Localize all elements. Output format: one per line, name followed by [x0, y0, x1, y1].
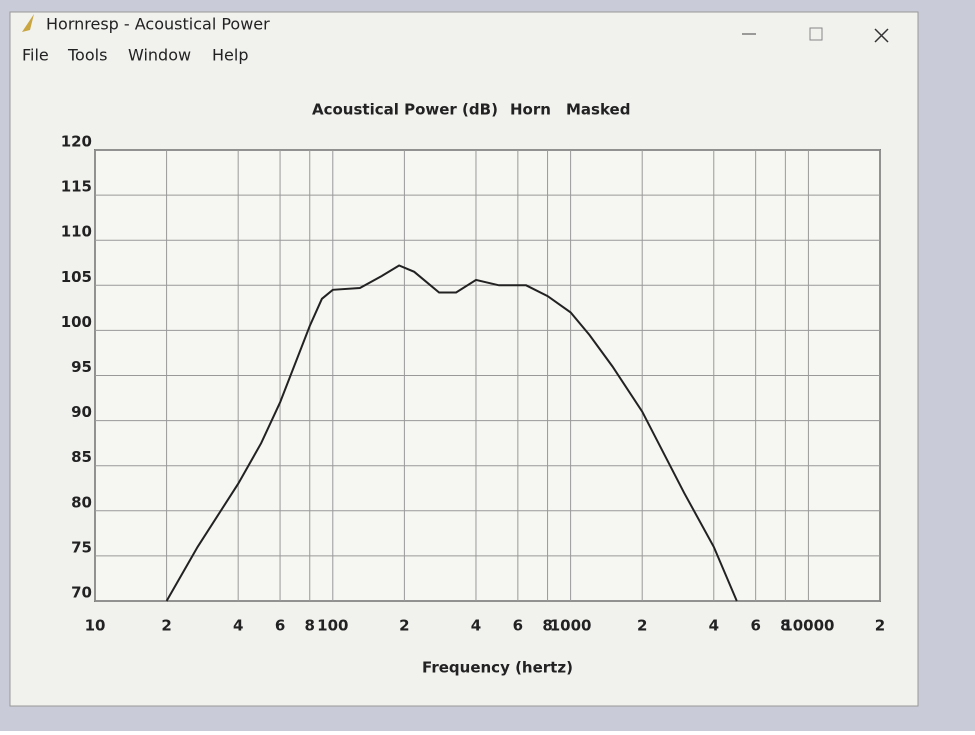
- menu-item[interactable]: Window: [128, 46, 191, 65]
- menu-item[interactable]: Tools: [67, 46, 107, 65]
- x-tick-label: 10000: [782, 617, 834, 635]
- x-tick-label: 1000: [550, 617, 592, 635]
- x-tick-label: 2: [637, 617, 647, 635]
- window-title: Hornresp - Acoustical Power: [46, 15, 270, 34]
- y-tick-label: 90: [71, 403, 92, 421]
- x-tick-label: 4: [709, 617, 719, 635]
- y-tick-label: 75: [71, 538, 92, 556]
- chart-title: Masked: [566, 101, 630, 119]
- y-tick-label: 95: [71, 358, 92, 376]
- y-tick-label: 85: [71, 448, 92, 466]
- x-tick-label: 8: [542, 617, 552, 635]
- x-tick-label: 4: [471, 617, 481, 635]
- menu-item[interactable]: File: [22, 46, 49, 65]
- chart-title: Acoustical Power (dB): [312, 101, 498, 119]
- x-tick-label: 10: [85, 617, 106, 635]
- y-tick-label: 115: [61, 178, 92, 196]
- y-tick-label: 100: [61, 313, 92, 331]
- y-tick-label: 80: [71, 493, 92, 511]
- y-tick-label: 110: [61, 223, 92, 241]
- chart: Acoustical Power (dB) Horn Masked Frequency…: [61, 101, 886, 677]
- chart-title: Horn: [510, 101, 551, 119]
- maximize-button[interactable]: [809, 27, 823, 41]
- x-tick-label: 8: [305, 617, 315, 635]
- menu-bar: File Tools Window Help: [22, 46, 248, 65]
- x-tick-label: 2: [161, 617, 171, 635]
- y-tick-label: 70: [71, 584, 92, 602]
- close-button[interactable]: [874, 28, 889, 43]
- x-tick-label: 2: [399, 617, 409, 635]
- menu-item[interactable]: Help: [212, 46, 248, 65]
- x-tick-label: 4: [233, 617, 243, 635]
- x-tick-label: 2: [875, 617, 885, 635]
- y-tick-label: 120: [61, 133, 92, 151]
- x-tick-label: 6: [750, 617, 760, 635]
- x-tick-label: 8: [780, 617, 790, 635]
- app-icon: [22, 14, 34, 32]
- y-tick-label: 105: [61, 268, 92, 286]
- x-tick-label: 6: [275, 617, 285, 635]
- response-curve: [165, 264, 738, 602]
- x-tick-label: 6: [513, 617, 523, 635]
- x-tick-label: 100: [317, 617, 348, 635]
- x-axis-label: Frequency (hertz): [422, 659, 573, 677]
